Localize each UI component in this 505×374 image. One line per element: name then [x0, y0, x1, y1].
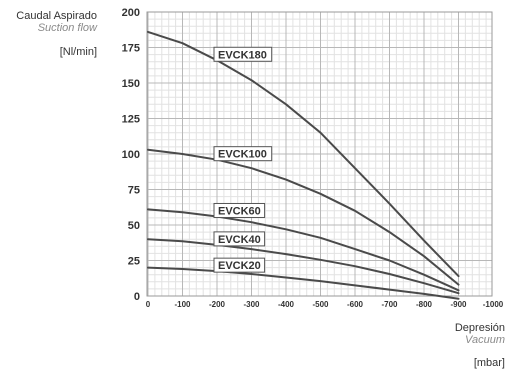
series-label-text: EVCK40 — [218, 234, 261, 246]
series-label-box — [213, 146, 273, 162]
y-axis-title: Caudal Aspirado Suction flow — [0, 10, 97, 34]
series-line-evck40 — [147, 238, 460, 295]
x-tick-label: -600 — [347, 300, 364, 309]
series-labels: EVCK180 EVCK100 EVCK60 EVCK40 EVCK20 — [213, 46, 273, 273]
series-line-evck20 — [147, 266, 460, 300]
x-tick-label: -100 — [174, 300, 191, 309]
series-line-evck180 — [147, 30, 460, 278]
x-tick-label: -700 — [381, 300, 398, 309]
y-tick-label: 125 — [122, 114, 140, 126]
x-tick-label: -900 — [450, 300, 467, 309]
x-tick-label: 0 — [146, 300, 151, 309]
series-label-evck40: EVCK40 — [213, 231, 266, 247]
x-tick-label: -400 — [278, 300, 295, 309]
y-tick-label: 175 — [122, 43, 140, 55]
y-axis-label: Caudal Aspirado — [16, 10, 97, 22]
series-label-text: EVCK60 — [218, 205, 261, 217]
y-tick-label: 150 — [122, 78, 140, 90]
x-axis-title: Depresión Vacuum — [405, 322, 505, 346]
y-axis-unit: [Nl/min] — [59, 46, 97, 58]
series-label-text: EVCK20 — [218, 260, 261, 272]
plot-frame — [146, 11, 493, 297]
y-tick-label: 50 — [128, 220, 140, 232]
x-axis-unit: [mbar] — [473, 357, 505, 369]
y-tick-label: 100 — [122, 149, 140, 161]
series-line-evck60 — [147, 208, 460, 292]
y-tick-label: 200 — [122, 7, 140, 19]
x-tick-label: -300 — [243, 300, 260, 309]
series-label-evck180: EVCK180 — [213, 46, 273, 62]
series-lines — [147, 30, 460, 300]
series-label-evck20: EVCK20 — [213, 257, 266, 273]
series-label-text: EVCK100 — [218, 149, 267, 161]
series-label-box — [213, 257, 266, 273]
series-label-evck100: EVCK100 — [213, 146, 273, 162]
x-tick-label: -800 — [416, 300, 433, 309]
x-tick-labels: 0 -100 -200 -300 -400 -500 -600 -700 -800 -900 -10… — [146, 300, 504, 309]
series-label-box — [213, 202, 266, 218]
x-axis-label: Depresión — [454, 322, 505, 334]
series-label-box — [213, 46, 273, 62]
series-line-evck100 — [147, 148, 460, 286]
y-tick-label: 0 — [134, 291, 140, 303]
y-tick-label: 25 — [128, 256, 140, 268]
y-tick-label: 75 — [128, 185, 140, 197]
x-tick-label: -500 — [312, 300, 329, 309]
series-label-box — [213, 231, 266, 247]
x-tick-label: -200 — [209, 300, 226, 309]
y-axis-sublabel: Suction flow — [37, 22, 97, 34]
y-tick-labels: 0 25 50 75 100 125 150 175 200 — [122, 7, 140, 303]
x-axis-sublabel: Vacuum — [465, 334, 505, 346]
plot-border — [146, 11, 493, 297]
series-label-evck60: EVCK60 — [213, 202, 266, 218]
x-tick-label: -1000 — [483, 300, 504, 309]
series-label-text: EVCK180 — [218, 49, 267, 61]
